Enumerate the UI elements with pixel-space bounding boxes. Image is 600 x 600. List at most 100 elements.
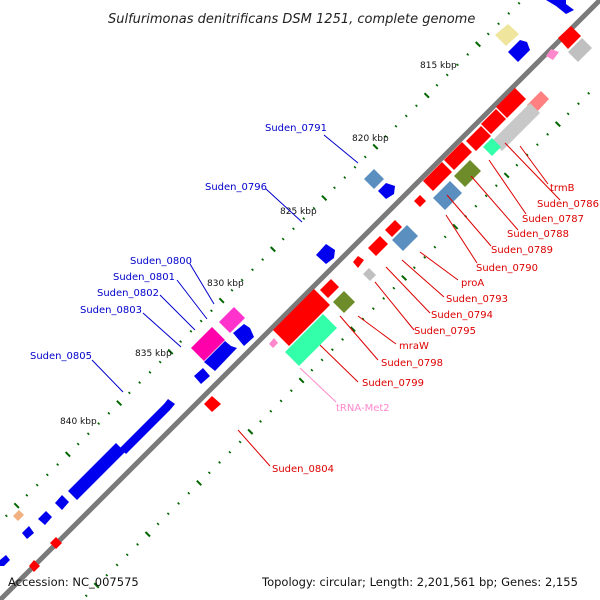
label-proA[interactable]: proA (461, 278, 484, 289)
gene-arrow-mint-small[interactable] (483, 138, 501, 156)
gene-arrow-small-orange[interactable] (13, 510, 24, 521)
gene-arrow-grey-long[interactable] (492, 103, 540, 151)
kbp-label-840: 840 kbp (60, 417, 97, 427)
leader-lines (91, 134, 561, 467)
tick-mark (349, 326, 356, 333)
tick-mark (144, 531, 151, 538)
label-suden-0788[interactable]: Suden_0788 (507, 229, 569, 240)
tick-mark (577, 102, 580, 106)
tick-mark (475, 41, 481, 48)
gene-arrow-steel-820[interactable] (364, 169, 384, 189)
tick-mark (494, 184, 498, 188)
label-mraW[interactable]: mraW (399, 341, 429, 352)
tick-mark (115, 563, 119, 567)
tick-mark (456, 63, 459, 67)
gene-arrow-pink-top[interactable] (546, 49, 559, 60)
gene-arrow-red-9[interactable] (353, 256, 364, 268)
label-suden-0799[interactable]: Suden_0799 (362, 378, 424, 389)
gene-arrow-blue-850b[interactable] (22, 526, 34, 539)
label-suden-0796[interactable]: Suden_0796 (205, 182, 267, 193)
label-suden-0787[interactable]: Suden_0787 (522, 214, 584, 225)
kbp-label-820: 820 kbp (352, 134, 389, 144)
gene-arrow-mint-long[interactable] (285, 314, 337, 366)
tick-mark (382, 297, 386, 300)
gene-arrow-magenta-1[interactable] (219, 307, 245, 333)
tick-mark (517, 1, 521, 5)
label-suden-0802[interactable]: Suden_0802 (97, 288, 159, 299)
label-suden-0798[interactable]: Suden_0798 (381, 358, 443, 369)
tick-mark (566, 112, 570, 116)
leader-0788 (470, 175, 519, 231)
gene-arrow-red-bottom-1[interactable] (50, 537, 62, 549)
gene-arrow-blue-845b[interactable] (55, 495, 69, 510)
label-suden-0801[interactable]: Suden_0801 (113, 272, 175, 283)
gene-arrow-red-1[interactable] (496, 88, 526, 118)
gene-arrow-blue-825[interactable] (316, 244, 335, 264)
label-suden-0805[interactable]: Suden_0805 (30, 351, 92, 362)
gene-arrow-blue-820[interactable] (378, 183, 395, 199)
kbp-label-815: 815 kbp (420, 61, 457, 71)
label-suden-0791[interactable]: Suden_0791 (265, 123, 327, 134)
gene-arrow-red-7[interactable] (385, 220, 402, 237)
tick-mark (384, 135, 388, 138)
gene-arrow-magenta-2[interactable] (191, 327, 225, 361)
gene-arrow-olive[interactable] (454, 160, 481, 187)
gene-arrow-blue-845a[interactable] (68, 443, 125, 500)
gene-arrow-top-blue[interactable] (546, 0, 574, 14)
tick-mark (261, 258, 265, 261)
tick-mark (125, 553, 129, 557)
gene-arrow-red-6[interactable] (414, 195, 426, 207)
gene-arrow-red-bottom-2[interactable] (29, 560, 40, 572)
tick-mark (138, 381, 142, 384)
tick-mark (158, 360, 162, 364)
label-suden-0790[interactable]: Suden_0790 (476, 263, 538, 274)
gene-arrow-yellow[interactable] (495, 24, 519, 46)
kbp-labels: 815 kbp 820 kbp 825 kbp 830 kbp 835 kbp … (60, 61, 457, 427)
label-suden-0804[interactable]: Suden_0804 (272, 464, 334, 475)
gene-arrow-blue-edge[interactable] (0, 555, 10, 566)
tick-mark (435, 83, 439, 87)
leader-0790 (445, 214, 478, 264)
kbp-label-835: 835 kbp (135, 349, 172, 359)
gene-arrow-red-long[interactable] (273, 289, 330, 346)
label-suden-0795[interactable]: Suden_0795 (414, 326, 476, 337)
label-trna-met2[interactable]: tRNA-Met2 (336, 403, 390, 414)
tick-mark (443, 235, 447, 239)
gene-arrow-red-0804[interactable] (204, 396, 221, 412)
gene-arrow-olive-2[interactable] (333, 291, 355, 313)
gene-arrow-blue-830b[interactable] (204, 341, 237, 371)
tick-mark (97, 422, 101, 425)
label-suden-0794[interactable]: Suden_0794 (431, 310, 493, 321)
gene-arrow-blue-830a[interactable] (233, 324, 254, 346)
gene-arrow-grey-top[interactable] (568, 38, 592, 62)
gene-arrow-grey-small[interactable] (363, 268, 376, 281)
label-suden-0800[interactable]: Suden_0800 (130, 256, 192, 267)
tick-mark (546, 132, 550, 136)
gene-arrow-blue-835[interactable] (194, 368, 210, 384)
gene-arrow-red-2[interactable] (481, 109, 506, 134)
tick-mark (56, 463, 60, 466)
label-suden-0793[interactable]: Suden_0793 (446, 294, 508, 305)
gene-arrow-pink-trna[interactable] (269, 338, 278, 348)
label-suden-0803[interactable]: Suden_0803 (80, 305, 142, 316)
label-suden-0789[interactable]: Suden_0789 (491, 245, 553, 256)
gene-arrow-red-10[interactable] (320, 279, 339, 298)
gene-arrow-steel-2[interactable] (392, 225, 418, 251)
label-suden-0786[interactable]: Suden_0786 (537, 199, 599, 210)
tick-mark (218, 297, 225, 304)
leader-0802 (159, 294, 196, 331)
tick-mark (251, 268, 254, 272)
gene-arrow-red-4[interactable] (444, 142, 472, 170)
gene-arrow-red-8[interactable] (368, 236, 388, 256)
gene-arrow-blue-815[interactable] (508, 40, 530, 62)
tick-mark (259, 420, 262, 423)
gene-arrow-blue-840[interactable] (120, 399, 175, 454)
gene-arrow-red-5[interactable] (423, 162, 452, 191)
gene-arrow-red-3[interactable] (466, 126, 491, 151)
tick-mark (128, 391, 131, 395)
label-trmB[interactable]: trmB (550, 183, 575, 194)
gene-arrow-blue-850a[interactable] (38, 511, 52, 525)
gene-arrow-red-top[interactable] (558, 26, 581, 49)
tick-mark (136, 543, 139, 546)
